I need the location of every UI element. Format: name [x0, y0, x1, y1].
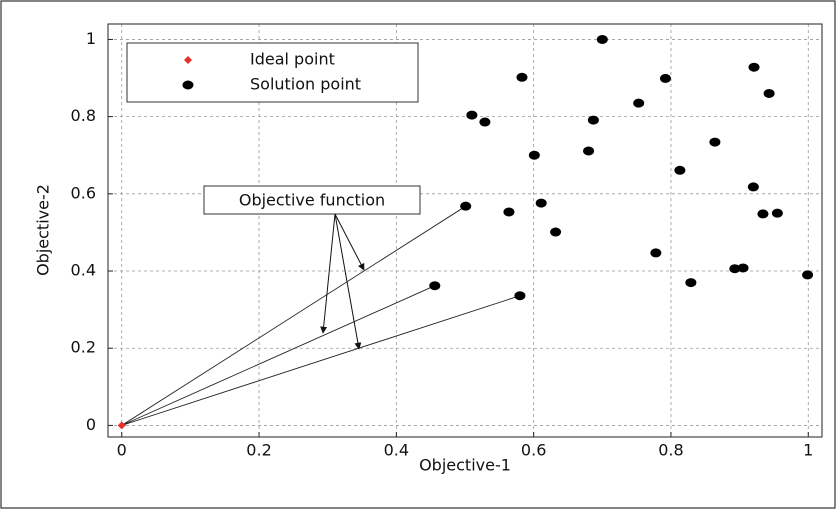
- solution-point: [747, 182, 759, 192]
- solution-point: [528, 150, 540, 160]
- legend-label: Ideal point: [250, 50, 335, 69]
- solution-point: [737, 263, 749, 273]
- solution-point: [535, 198, 547, 208]
- x-axis-label: Objective-1: [419, 456, 511, 475]
- solution-point: [514, 291, 526, 301]
- arrow: [334, 213, 362, 350]
- solution-point: [771, 208, 783, 218]
- solution-point: [748, 62, 760, 72]
- ideal-point: [184, 56, 192, 64]
- objective-line: [121, 205, 466, 426]
- x-tick-label: 0.4: [384, 441, 409, 460]
- y-axis-label: Objective-2: [34, 184, 53, 276]
- solution-point: [596, 34, 608, 44]
- y-tick-label: 0.2: [71, 338, 96, 357]
- y-tick-label: 0.8: [71, 106, 96, 125]
- solution-point: [757, 209, 769, 219]
- solution-point: [709, 137, 721, 147]
- plot-frame: [107, 23, 823, 438]
- solution-point: [763, 88, 775, 98]
- solution-point: [802, 270, 814, 280]
- solution-point: [182, 80, 194, 90]
- solution-point: [633, 98, 645, 108]
- solution-point: [429, 281, 441, 291]
- arrow: [334, 213, 365, 271]
- annotation-box: [203, 185, 421, 215]
- y-tick-label: 0.4: [71, 261, 96, 280]
- x-tick-label: 0.6: [521, 441, 546, 460]
- solution-point: [479, 117, 491, 127]
- solution-point: [587, 115, 599, 125]
- solution-point: [550, 227, 562, 237]
- y-tick-label: 0: [86, 415, 96, 434]
- y-tick-label: 0.6: [71, 183, 96, 202]
- legend-box: [126, 42, 419, 103]
- x-tick-label: 0.2: [246, 441, 271, 460]
- legend-label: Solution point: [250, 75, 361, 94]
- solution-point: [503, 207, 515, 217]
- solution-point: [659, 73, 671, 83]
- solution-point: [466, 110, 478, 120]
- legend: Ideal point Solution point: [126, 42, 419, 103]
- solution-point: [516, 72, 528, 82]
- ideal-point: [117, 421, 126, 430]
- solution-point: [460, 201, 472, 211]
- objective-line: [121, 295, 521, 426]
- solution-point: [685, 278, 697, 288]
- x-tick-label: 0.8: [658, 441, 683, 460]
- solution-point: [650, 248, 662, 258]
- y-tick-label: 1: [86, 29, 96, 48]
- solution-point: [583, 146, 595, 156]
- objective-line: [121, 285, 435, 426]
- solution-point: [674, 165, 686, 175]
- arrow: [320, 213, 336, 334]
- annotation-text: Objective function: [239, 191, 385, 210]
- x-tick-label: 1: [803, 441, 813, 460]
- annotation: Objective function: [203, 185, 421, 350]
- solution-point: [729, 264, 741, 274]
- x-tick-label: 0: [117, 441, 127, 460]
